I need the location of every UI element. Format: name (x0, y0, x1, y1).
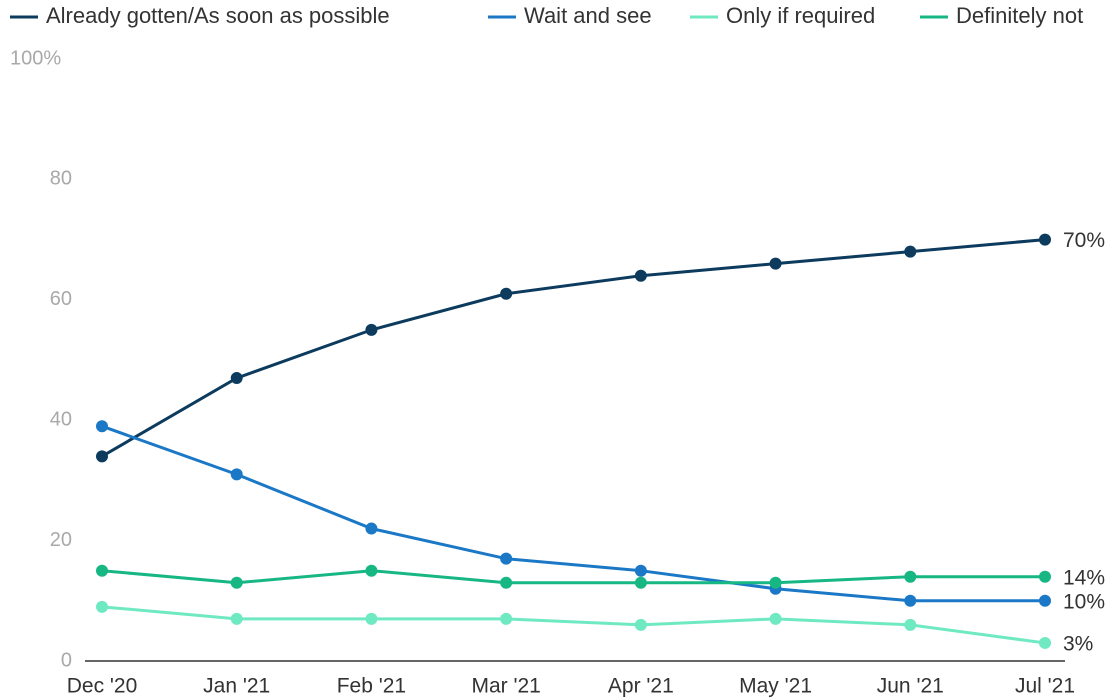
y-tick-label: 40 (50, 408, 72, 430)
x-tick-label: Mar '21 (471, 675, 540, 698)
data-point (230, 372, 243, 385)
data-point (634, 576, 647, 589)
x-tick-label: Apr '21 (608, 675, 674, 698)
data-point (904, 245, 917, 258)
data-point (1039, 570, 1051, 583)
data-point (96, 564, 108, 577)
data-point (769, 576, 782, 589)
data-point (96, 450, 108, 463)
x-tick-label: May '21 (739, 675, 812, 698)
value-label: 3% (1063, 632, 1093, 655)
data-point (769, 257, 782, 270)
data-point (96, 420, 108, 433)
y-tick-label: 60 (50, 288, 72, 310)
x-tick-label: Jun '21 (877, 675, 944, 698)
x-tick-label: Feb '21 (337, 675, 406, 698)
data-point (634, 564, 647, 577)
series-line (101, 238, 1046, 458)
legend-label: Definitely not (956, 3, 1083, 28)
legend-label: Only if required (726, 3, 875, 28)
data-point (904, 594, 917, 607)
x-tick-label: Dec '20 (67, 675, 138, 698)
data-point (500, 576, 513, 589)
y-tick-label: 0 (61, 649, 72, 671)
data-point (500, 287, 513, 300)
data-point (230, 612, 243, 625)
data-point (769, 612, 782, 625)
y-tick-label: 20 (50, 529, 72, 551)
data-point (904, 618, 917, 631)
data-point (365, 564, 378, 577)
series-line (101, 424, 1045, 603)
series-line (101, 605, 1046, 645)
data-point (230, 576, 243, 589)
y-tick-label: 80 (50, 168, 72, 190)
x-tick-label: Jul '21 (1015, 675, 1075, 698)
series-line (101, 569, 1045, 585)
data-point (1039, 233, 1051, 246)
data-point (365, 323, 378, 336)
data-point (1039, 594, 1051, 607)
legend-label: Already gotten/As soon as possible (46, 3, 390, 28)
data-point (500, 612, 513, 625)
data-point (904, 570, 917, 583)
value-label: 70% (1063, 229, 1105, 252)
data-point (1039, 636, 1051, 649)
data-point (634, 269, 647, 282)
data-point (230, 468, 243, 481)
value-label: 14% (1063, 566, 1105, 589)
data-point (365, 612, 378, 625)
data-point (96, 600, 108, 613)
data-point (365, 522, 378, 535)
data-point (634, 618, 647, 631)
value-label: 10% (1063, 590, 1105, 613)
data-point (500, 552, 513, 565)
x-tick-label: Jan '21 (203, 675, 270, 698)
legend-label: Wait and see (524, 3, 652, 28)
y-tick-label: 100% (10, 47, 61, 69)
